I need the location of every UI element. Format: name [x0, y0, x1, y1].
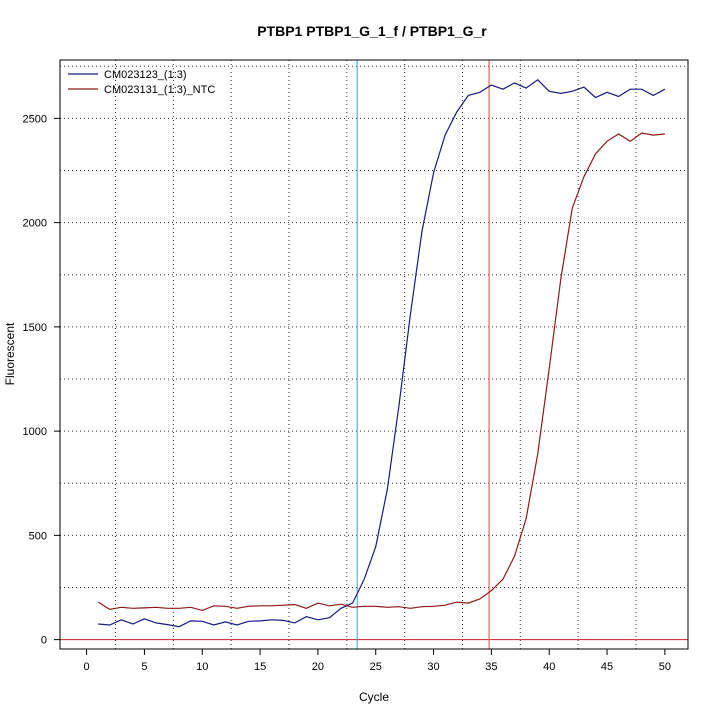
y-tick-label: 1500 [23, 322, 47, 334]
x-tick-label: 30 [427, 661, 439, 673]
x-axis: 0 5 10 15 20 25 30 35 40 45 50 [84, 649, 671, 673]
y-tick-label: 0 [41, 635, 47, 647]
legend-label: CM023131_(1:3)_NTC [104, 84, 215, 96]
legend-label: CM023123_(1:3) [104, 69, 187, 81]
chart-title: PTBP1 PTBP1_G_1_f / PTBP1_G_r [257, 23, 487, 39]
x-tick-label: 50 [659, 661, 671, 673]
grid-lines [60, 60, 688, 649]
x-tick-label: 5 [141, 661, 147, 673]
x-tick-label: 15 [254, 661, 266, 673]
y-tick-label: 500 [29, 530, 47, 542]
y-axis-label: Fluorescent [3, 322, 17, 385]
x-tick-label: 25 [370, 661, 382, 673]
plot-frame [59, 59, 689, 650]
series-layer [97, 79, 666, 628]
x-tick-label: 0 [84, 661, 90, 673]
series-line-1 [98, 79, 666, 628]
y-tick-label: 2500 [23, 113, 47, 125]
x-tick-label: 10 [196, 661, 208, 673]
x-tick-label: 35 [485, 661, 497, 673]
x-tick-label: 45 [601, 661, 613, 673]
legend: CM023123_(1:3) CM023131_(1:3)_NTC [68, 69, 215, 96]
y-tick-label: 2000 [23, 218, 47, 230]
series-line-2 [97, 132, 665, 612]
y-tick-label: 1000 [23, 426, 47, 438]
y-axis: 0 500 1000 1500 2000 2500 [23, 113, 60, 647]
x-axis-label: Cycle [359, 690, 389, 704]
x-tick-label: 40 [543, 661, 555, 673]
x-tick-label: 20 [312, 661, 324, 673]
reference-lines [60, 60, 688, 649]
